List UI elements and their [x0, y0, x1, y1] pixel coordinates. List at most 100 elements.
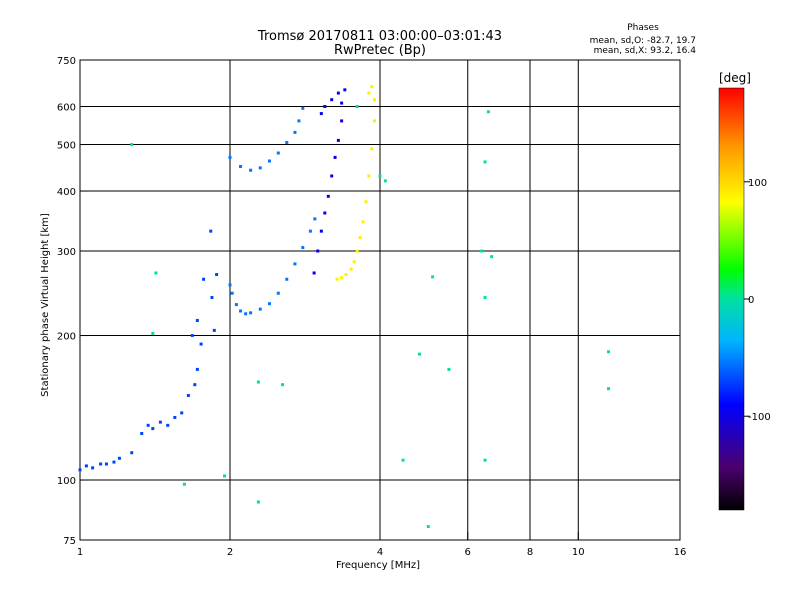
x-tick-label: 8 [527, 547, 533, 558]
x-tick-label: 1 [77, 547, 83, 558]
y-tick-label: 500 [57, 141, 76, 152]
colorbar [718, 87, 745, 511]
colorbar-tick-label: 100 [748, 178, 767, 189]
data-point [228, 155, 232, 159]
data-point [330, 174, 334, 178]
colorbar-label: [deg] [719, 71, 751, 85]
data-point [276, 291, 280, 295]
data-point [202, 277, 206, 281]
axis-ticks: 1 2 4 6 8 10 16 75 100 200 300 400 500 600 750 [57, 56, 686, 558]
y-tick-label: 75 [63, 536, 76, 547]
data-point [352, 260, 356, 264]
data-point [355, 249, 359, 253]
data-point [99, 462, 103, 466]
data-point [230, 291, 234, 295]
data-point [117, 456, 121, 460]
data-point [607, 350, 611, 354]
colorbar-tick-label: 0 [748, 295, 754, 306]
y-tick-label: 750 [57, 56, 76, 67]
data-point [267, 159, 271, 163]
data-point [173, 415, 177, 419]
data-point [140, 432, 144, 436]
data-point [355, 105, 359, 109]
data-point [486, 110, 490, 114]
data-point [490, 255, 494, 259]
data-point [426, 525, 430, 529]
data-point [215, 273, 219, 277]
data-point [158, 420, 162, 424]
data-point [223, 474, 227, 478]
data-point [195, 318, 199, 322]
data-point [378, 174, 382, 178]
phase-stats-o: mean, sd,O: -82.7, 19.7 [590, 36, 696, 46]
grid-lines [80, 60, 680, 540]
data-point [480, 249, 484, 253]
data-point [358, 236, 362, 240]
data-point [607, 387, 611, 391]
x-axis-label: Frequency [MHz] [336, 560, 420, 571]
data-point [367, 91, 371, 95]
data-point [84, 464, 88, 468]
data-point [258, 307, 262, 311]
x-tick-label: 2 [227, 547, 233, 558]
data-point [293, 130, 297, 134]
data-point [199, 342, 203, 346]
data-point [256, 380, 260, 384]
x-tick-label: 10 [572, 547, 585, 558]
data-point [228, 283, 232, 287]
data-point [483, 296, 487, 300]
data-point [91, 466, 95, 470]
data-point [234, 303, 238, 307]
data-point [447, 367, 451, 371]
y-tick-label: 200 [57, 332, 76, 343]
data-point [258, 166, 262, 170]
data-point [373, 98, 377, 102]
x-tick-label: 16 [674, 547, 687, 558]
colorbar-ticks: 100 0 -100 [744, 178, 771, 423]
data-point [383, 179, 387, 183]
y-tick-label: 600 [57, 103, 76, 114]
data-point [340, 101, 344, 105]
data-point [308, 229, 312, 233]
data-point [78, 468, 82, 472]
data-point [336, 91, 340, 95]
data-point [210, 296, 214, 300]
data-point [182, 482, 186, 486]
data-point [361, 220, 365, 224]
data-point [301, 106, 305, 110]
data-point [417, 352, 421, 356]
data-point [166, 423, 170, 427]
data-point [239, 309, 243, 313]
chart-title: Tromsø 20170811 03:00:00–03:01:43 [257, 29, 502, 44]
data-point [301, 246, 305, 250]
data-point [349, 267, 353, 271]
data-point [313, 217, 317, 221]
data-point [330, 98, 334, 102]
data-point [319, 229, 323, 233]
phase-stats-x: mean, sd,X: 93.2, 16.4 [594, 46, 697, 56]
data-point [323, 211, 327, 215]
data-point [343, 88, 347, 92]
data-point [373, 119, 377, 123]
colorbar-tick-label: -100 [748, 412, 771, 423]
data-point [312, 271, 316, 275]
data-point [483, 160, 487, 164]
data-point [154, 271, 158, 275]
y-tick-label: 300 [57, 247, 76, 258]
data-point [326, 194, 330, 198]
data-point [285, 277, 289, 281]
data-point [151, 331, 155, 335]
data-point [186, 394, 190, 398]
data-point [239, 164, 243, 168]
data-point [151, 427, 155, 431]
x-tick-label: 6 [465, 547, 471, 558]
data-point [483, 458, 487, 462]
data-point [190, 334, 194, 338]
data-point [431, 275, 435, 279]
data-point [297, 119, 301, 123]
data-point [146, 423, 150, 427]
data-point [370, 85, 374, 89]
x-tick-label: 4 [377, 547, 383, 558]
data-point [276, 151, 280, 155]
